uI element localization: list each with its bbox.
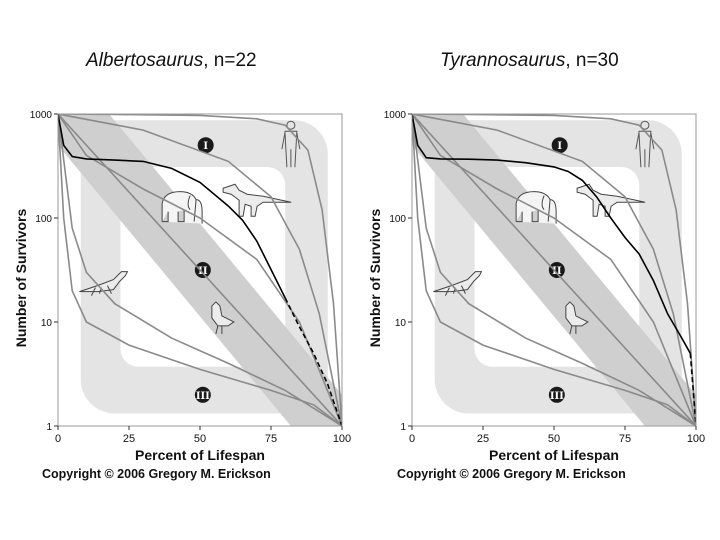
dinosaur-icon [222,183,292,217]
zone-label-marker [194,262,211,278]
dinosaur-survivorship-curve-dashed [689,353,696,426]
axis-ticks: 0 25 50 75 100 1 10 100 1000 [30,110,351,445]
y-tick-label: 1000 [30,110,53,121]
zone-label-marker [548,262,565,278]
x-tick-label: 25 [123,433,135,445]
dinosaur-icon-body [222,183,292,217]
y-tick-label: 1 [400,422,406,433]
x-tick-label: 0 [55,433,61,445]
y-tick-label: 10 [41,318,53,329]
icons [79,120,301,335]
copyright-notice: Copyright © 2006 Gregory M. Erickson [42,467,271,481]
human-icon-head [640,120,650,130]
chart-title-italic: Tyrannosaurus [440,50,566,71]
dinosaur-icon [576,183,646,217]
x-tick-label: 75 [265,433,277,445]
y-axis-label: Number of Survivors [13,209,29,348]
bird-icon [565,301,589,335]
bird-icon-body [565,301,589,335]
human-icon-body [635,130,655,168]
copyright-notice: Copyright © 2006 Gregory M. Erickson [397,467,626,481]
zone-label-marker [551,137,568,154]
curves [58,114,342,426]
bird-icon-body [211,301,235,335]
x-axis-label: Percent of Lifespan [135,447,265,463]
curves [412,114,696,426]
lizard-icon [79,271,129,296]
reference-curve-I [412,114,696,426]
zone-label-1: I [203,141,208,152]
x-tick-label: 0 [409,433,415,445]
human-icon-head [286,120,296,130]
dinosaur-survivorship-curve [412,114,691,354]
lizard-icon-body [79,271,129,296]
x-axis-label: Percent of Lifespan [489,447,619,463]
y-tick-label: 100 [35,214,52,225]
dinosaur-icon-body [576,183,646,217]
human-icon-body [281,130,301,168]
zone-label-marker [194,386,211,403]
reference-curve-II-variant [412,114,696,426]
reference-curve-I-variant [412,114,696,426]
chart-title-italic: Albertosaurus [86,50,204,71]
reference-curve-III-variant [412,114,696,426]
icons [433,120,655,335]
x-tick-label: 100 [687,433,705,445]
human-icon [635,120,655,168]
y-axis-label: Number of Survivors [367,209,383,348]
bird-icon [211,301,235,335]
x-tick-label: 50 [194,433,206,445]
elephant-icon [515,191,557,224]
y-tick-label: 10 [395,318,407,329]
reference-curve-I [58,114,342,426]
chart-title-rest: , n=30 [565,50,619,71]
zone-label-marker [197,137,214,154]
chart-title-rest: , n=22 [203,50,257,71]
zone-label-marker [548,386,565,403]
chart-title-albertosaurus: Albertosaurus, n=22 [86,50,257,72]
reference-curve-II-variant [58,114,342,426]
reference-curve-III [58,114,342,426]
reference-curve-II [412,114,696,426]
zone-label-3: III [196,391,210,402]
human-icon [281,120,301,168]
x-tick-label: 50 [548,433,560,445]
lizard-icon [433,271,483,296]
chart-title-tyrannosaurus: Tyrannosaurus, n=30 [440,50,619,72]
lizard-icon-body [433,271,483,296]
elephant-icon-body [515,191,557,224]
zone-label-3: III [550,391,564,402]
x-tick-label: 75 [619,433,631,445]
reference-curve-II [58,114,342,426]
y-tick-label: 1000 [384,110,407,121]
zone-label-2: II [198,266,208,277]
y-tick-label: 100 [389,214,406,225]
reference-curve-III-variant [58,114,342,426]
reference-curve-III [412,114,696,426]
axis-ticks: 0 25 50 75 100 1 10 100 1000 [384,110,705,445]
y-tick-label: 1 [46,422,52,433]
elephant-icon-body [161,191,203,224]
reference-curve-I-variant [58,114,342,426]
zone-label-1: I [557,141,562,152]
dinosaur-survivorship-curve [58,114,286,299]
x-tick-label: 100 [333,433,351,445]
x-tick-label: 25 [477,433,489,445]
zone-label-2: II [552,266,562,277]
elephant-icon [161,191,203,224]
